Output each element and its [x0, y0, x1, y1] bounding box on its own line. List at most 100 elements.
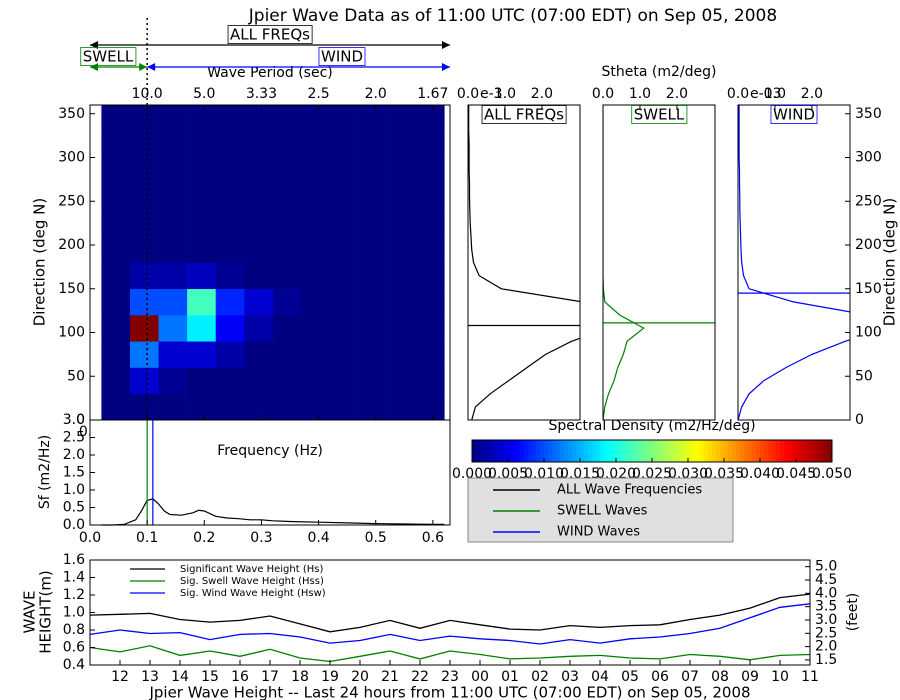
- x-tick-label: 16: [231, 669, 249, 685]
- y-tick-label: 1.6: [63, 552, 85, 568]
- colorbar-swatch: [808, 440, 813, 462]
- heat-cell: [358, 157, 388, 185]
- heat-cell: [330, 236, 359, 263]
- y-tick-label: 1.5: [815, 652, 837, 668]
- plot-frame: [602, 104, 716, 421]
- heat-cell: [358, 288, 388, 316]
- arrow-head: [442, 41, 450, 49]
- colorbar-swatch: [520, 440, 525, 462]
- annotation-box: [318, 47, 366, 66]
- x-offset-label: e-03: [750, 86, 781, 102]
- heat-cell: [387, 105, 417, 132]
- y-tick-label: 2.5: [63, 430, 85, 446]
- colorbar-swatch: [720, 440, 725, 462]
- x-tick-label: 18: [291, 669, 309, 685]
- y-tick-label: 1.2: [63, 587, 85, 603]
- heat-cell: [130, 393, 159, 421]
- heat-cell: [158, 393, 188, 421]
- x-axis-title: Jpier Wave Height -- Last 24 hours from …: [148, 684, 750, 700]
- heat-cell: [101, 288, 131, 316]
- heat-cell: [387, 288, 417, 316]
- heat-cell: [415, 288, 445, 316]
- x-tick-label: 0.0: [79, 530, 101, 546]
- heat-cell: [215, 262, 245, 290]
- colorbar-swatch: [668, 440, 673, 462]
- heat-cell: [330, 393, 359, 421]
- colorbar-swatch: [496, 440, 501, 462]
- colorbar-swatch: [672, 440, 677, 462]
- x-tick-label: 21: [381, 669, 399, 685]
- x-tick-label: 00: [471, 669, 489, 685]
- heat-cell: [101, 183, 131, 211]
- x-tick-label: 04: [591, 669, 609, 685]
- colorbar-swatch: [740, 440, 745, 462]
- heat-cell: [215, 210, 245, 237]
- annotation-box: [227, 25, 313, 44]
- x-tick-label: 22: [411, 669, 429, 685]
- colorbar-swatch: [636, 440, 641, 462]
- x-axis-title: Wave Period (sec): [207, 65, 333, 81]
- colorbar-swatch: [584, 440, 589, 462]
- y-tick-label: 0.4: [63, 657, 85, 673]
- x-tick-label: 0.0: [592, 86, 614, 102]
- x-tick-label: 0.4: [307, 530, 329, 546]
- heat-cell: [358, 393, 388, 421]
- heat-cell: [415, 236, 445, 263]
- annotation: SWELL: [83, 48, 134, 66]
- colorbar-swatch: [708, 440, 713, 462]
- x-axis-title: Frequency (Hz): [217, 443, 323, 459]
- heat-cell: [101, 157, 131, 185]
- heat-cell: [215, 236, 245, 263]
- legend-label: Significant Wave Height (Hs): [180, 564, 323, 575]
- colorbar-swatch: [664, 440, 669, 462]
- heat-cell: [101, 262, 131, 290]
- colorbar-swatch: [608, 440, 613, 462]
- colorbar-swatch: [756, 440, 761, 462]
- heat-cell: [130, 210, 159, 237]
- colorbar-swatch: [576, 440, 581, 462]
- colorbar-swatch: [696, 440, 701, 462]
- colorbar-swatch: [660, 440, 665, 462]
- x-tick-label: 19: [321, 669, 339, 685]
- heat-cell: [301, 315, 331, 342]
- x-tick-label: 2.0: [801, 86, 823, 102]
- colorbar-swatch: [680, 440, 685, 462]
- y-axis-title: HEIGHT(m): [37, 570, 55, 654]
- colorbar-swatch: [728, 440, 733, 462]
- colorbar-swatch: [616, 440, 621, 462]
- heat-cell: [130, 262, 159, 290]
- heat-cell: [301, 367, 331, 395]
- x-tick-label: 0.2: [193, 530, 215, 546]
- colorbar-swatch: [712, 440, 717, 462]
- x-tick-label: 15: [201, 669, 219, 685]
- heat-cell: [358, 341, 388, 368]
- colorbar-swatch: [768, 440, 773, 462]
- colorbar-swatch: [512, 440, 517, 462]
- legend-label: SWELL Waves: [557, 504, 648, 519]
- x-tick-label: 08: [711, 669, 729, 685]
- panel-title-box: [770, 105, 818, 124]
- colorbar-swatch: [828, 440, 833, 462]
- heat-cell: [130, 315, 159, 342]
- heat-cell: [101, 315, 131, 342]
- heat-cell: [330, 341, 359, 368]
- plot-frame: [737, 104, 851, 421]
- colorbar-swatch: [792, 440, 797, 462]
- arrow-head: [442, 63, 450, 71]
- heat-cell: [215, 288, 245, 316]
- y-tick-label: 350: [58, 106, 85, 122]
- colorbar-swatch: [532, 440, 537, 462]
- heat-cell: [244, 315, 274, 342]
- x-tick-label: 3.33: [246, 86, 277, 102]
- heat-cell: [387, 157, 417, 185]
- heat-cell: [244, 367, 274, 395]
- heat-cell: [272, 131, 302, 158]
- heat-cell: [130, 157, 159, 185]
- heat-cell: [215, 341, 245, 368]
- annotation-box: [80, 47, 137, 66]
- colorbar-swatch: [772, 440, 777, 462]
- heat-cell: [301, 183, 331, 211]
- annotation: WIND: [321, 48, 363, 66]
- heat-cell: [215, 105, 245, 132]
- colorbar-swatch: [796, 440, 801, 462]
